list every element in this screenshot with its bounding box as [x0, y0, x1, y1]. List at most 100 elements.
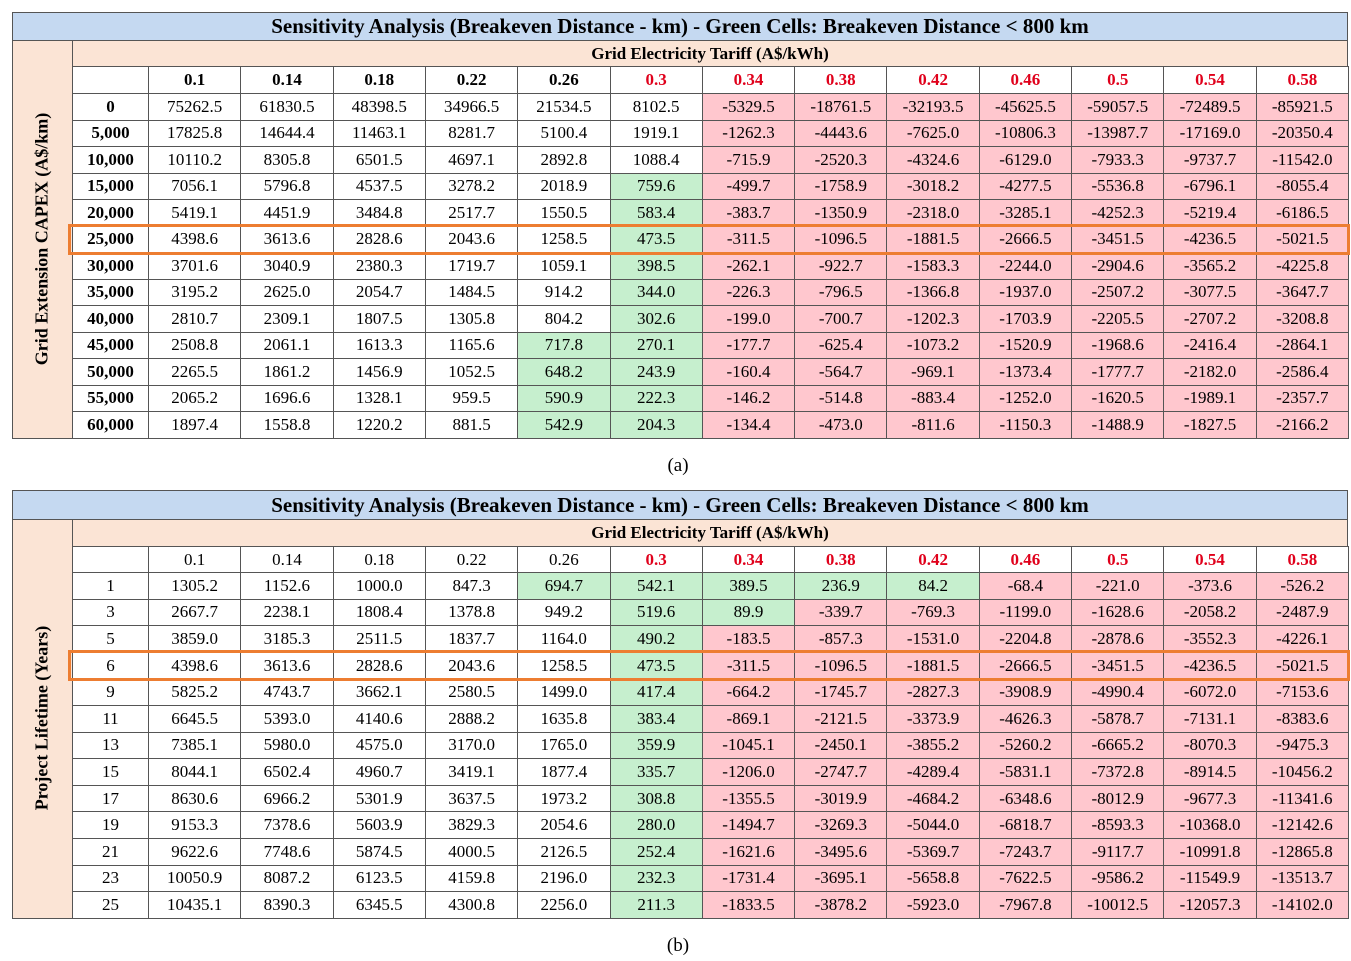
value-cell: -10456.2 — [1255, 758, 1349, 786]
value-cell: 6501.5 — [332, 146, 426, 174]
value-cell: 1696.6 — [240, 384, 334, 412]
value-cell: 344.0 — [609, 278, 703, 306]
value-cell: 9153.3 — [148, 811, 242, 839]
value-cell: -869.1 — [701, 705, 796, 733]
value-cell: 6645.5 — [148, 705, 242, 733]
value-cell: -1777.7 — [1071, 358, 1165, 386]
value-cell: -1745.7 — [794, 678, 888, 706]
column-header: 0.42 — [886, 66, 980, 94]
value-cell: -1045.1 — [701, 731, 796, 760]
value-cell: 590.9 — [517, 384, 611, 412]
value-cell: -262.1 — [701, 252, 796, 280]
value-cell: -1833.5 — [701, 891, 796, 919]
value-cell: 3859.0 — [148, 625, 242, 653]
row-label: 13 — [72, 731, 149, 760]
value-cell: -2586.4 — [1255, 358, 1349, 386]
value-cell: -373.6 — [1163, 572, 1257, 600]
value-cell: -221.0 — [1071, 572, 1165, 600]
value-cell: -796.5 — [794, 278, 888, 306]
value-cell: -883.4 — [886, 384, 980, 412]
value-cell: -5260.2 — [978, 731, 1073, 760]
value-cell: 359.9 — [609, 731, 703, 760]
value-cell: -3695.1 — [794, 864, 888, 893]
column-header: 0.26 — [517, 66, 611, 94]
value-cell: -3855.2 — [886, 731, 980, 760]
value-cell: -9677.3 — [1163, 784, 1257, 813]
value-cell: 7378.6 — [240, 811, 334, 839]
value-cell: -2520.3 — [794, 146, 888, 174]
value-cell: -4252.3 — [1071, 199, 1165, 227]
row-label: 40,000 — [72, 305, 149, 333]
value-cell: 5419.1 — [148, 199, 242, 227]
value-cell: 519.6 — [609, 598, 703, 627]
value-cell: 270.1 — [609, 331, 703, 359]
value-cell: -2121.5 — [794, 705, 888, 733]
value-cell: -7625.0 — [886, 119, 980, 147]
value-cell: 473.5 — [609, 651, 703, 680]
value-cell: -3018.2 — [886, 172, 980, 200]
value-cell: -59057.5 — [1071, 93, 1165, 121]
column-header: 0.46 — [978, 66, 1073, 94]
value-cell: -3908.9 — [978, 678, 1073, 706]
value-cell: 211.3 — [609, 891, 703, 919]
value-cell: -1252.0 — [978, 384, 1073, 412]
value-cell: 5874.5 — [332, 838, 426, 866]
value-cell: -311.5 — [701, 651, 796, 680]
value-cell: -969.1 — [886, 358, 980, 386]
value-cell: 2126.5 — [517, 838, 611, 866]
value-cell: -2487.9 — [1255, 598, 1349, 627]
row-group-label: Grid Extension CAPEX (A$/km) — [31, 112, 52, 366]
value-cell: -473.0 — [794, 411, 888, 439]
value-cell: 2380.3 — [332, 252, 426, 280]
caption: (a) — [667, 455, 689, 476]
value-cell: 717.8 — [517, 331, 611, 359]
value-cell: 2018.9 — [517, 172, 611, 200]
value-cell: -1073.2 — [886, 331, 980, 359]
row-label: 25 — [72, 891, 149, 919]
value-cell: 2196.0 — [517, 864, 611, 893]
value-cell: 1456.9 — [332, 358, 426, 386]
value-cell: -2747.7 — [794, 758, 888, 786]
value-cell: 232.3 — [609, 864, 703, 893]
value-cell: -20350.4 — [1255, 119, 1349, 147]
column-header: 0.38 — [794, 546, 888, 573]
value-cell: 2667.7 — [148, 598, 242, 627]
value-cell: -183.5 — [701, 625, 796, 653]
column-header: 0.1 — [148, 66, 242, 94]
column-header: 0.42 — [886, 546, 980, 573]
value-cell: 2892.8 — [517, 146, 611, 174]
value-cell: -3565.2 — [1163, 252, 1257, 280]
value-cell: 1558.8 — [240, 411, 334, 439]
value-cell: -1488.9 — [1071, 411, 1165, 439]
corner-cell — [72, 546, 149, 573]
column-header: 0.3 — [609, 66, 703, 94]
value-cell: -18761.5 — [794, 93, 888, 121]
column-header: 0.34 — [701, 546, 796, 573]
value-cell: -12057.3 — [1163, 891, 1257, 919]
value-cell: 1499.0 — [517, 678, 611, 706]
value-cell: -226.3 — [701, 278, 796, 306]
value-cell: -10806.3 — [978, 119, 1073, 147]
value-cell: 383.4 — [609, 705, 703, 733]
value-cell: -2827.3 — [886, 678, 980, 706]
column-header: 0.58 — [1255, 546, 1349, 573]
value-cell: 1635.8 — [517, 705, 611, 733]
value-cell: -2166.2 — [1255, 411, 1349, 439]
value-cell: -45625.5 — [978, 93, 1073, 121]
value-cell: 2309.1 — [240, 305, 334, 333]
value-cell: -4277.5 — [978, 172, 1073, 200]
value-cell: 10110.2 — [148, 146, 242, 174]
value-cell: -6072.0 — [1163, 678, 1257, 706]
value-cell: -1262.3 — [701, 119, 796, 147]
value-cell: -10991.8 — [1163, 838, 1257, 866]
value-cell: -922.7 — [794, 252, 888, 280]
column-header: 0.14 — [240, 546, 334, 573]
value-cell: -1531.0 — [886, 625, 980, 653]
value-cell: 1807.5 — [332, 305, 426, 333]
column-header: 0.58 — [1255, 66, 1349, 94]
value-cell: -1731.4 — [701, 864, 796, 893]
value-cell: -3208.8 — [1255, 305, 1349, 333]
value-cell: -4684.2 — [886, 784, 980, 813]
value-cell: -1881.5 — [886, 225, 980, 253]
value-cell: 1765.0 — [517, 731, 611, 760]
